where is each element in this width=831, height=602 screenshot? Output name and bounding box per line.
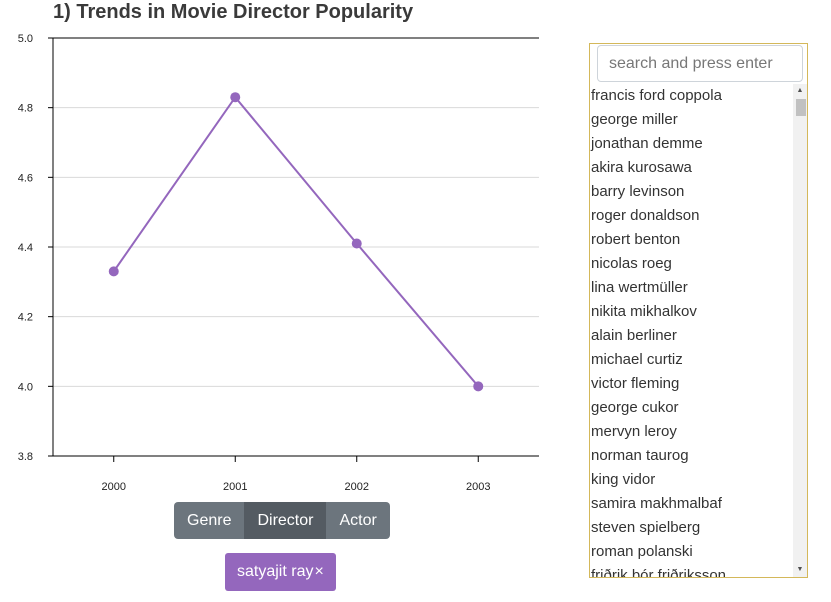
director-list-item[interactable]: robert benton	[591, 231, 681, 248]
director-list-item[interactable]: roger donaldson	[591, 207, 700, 224]
remove-tag-button[interactable]: ×	[314, 563, 324, 580]
director-list-item[interactable]: jonathan demme	[591, 135, 703, 152]
y-axis: 3.8 4.0 4.2 4.4 4.6 4.8 5.0	[18, 33, 539, 463]
x-tick-label: 2001	[223, 481, 247, 493]
data-point[interactable]	[473, 381, 484, 392]
x-axis: 2000 2001 2002 2003	[53, 455, 539, 493]
director-panel: francis ford coppola george miller jonatha…	[589, 43, 808, 578]
director-list-item[interactable]: michael curtiz	[591, 351, 683, 368]
selected-director-label: satyajit ray	[237, 563, 314, 580]
y-tick-label: 5.0	[18, 33, 33, 45]
director-list-item[interactable]: francis ford coppola	[591, 87, 722, 104]
series-line	[112, 95, 480, 387]
y-tick-label: 4.6	[18, 172, 33, 184]
x-tick-label: 2002	[345, 481, 369, 493]
toggle-genre-button[interactable]: Genre	[174, 502, 245, 539]
toggle-actor-button[interactable]: Actor	[326, 502, 390, 539]
y-tick-label: 4.2	[18, 312, 33, 324]
scroll-up-icon[interactable]: ▲	[796, 87, 804, 94]
y-tick-label: 3.8	[18, 451, 33, 463]
chart-gridlines	[53, 37, 539, 457]
page-title: 1) Trends in Movie Director Popularity	[53, 1, 414, 23]
director-list-item[interactable]: barry levinson	[591, 183, 685, 200]
line-chart: 3.8 4.0 4.2 4.4 4.6 4.8 5.0 2000 2001 2002 2003	[18, 33, 539, 493]
director-list-item[interactable]: mervyn leroy	[591, 423, 677, 440]
director-list-item[interactable]: alain berliner	[591, 327, 677, 344]
selected-director-tag: satyajit ray×	[225, 553, 336, 591]
y-tick-label: 4.8	[18, 103, 33, 115]
director-list-item[interactable]: george cukor	[591, 399, 679, 416]
director-list: francis ford coppola george miller jonatha…	[590, 84, 792, 577]
y-tick-label: 4.4	[18, 242, 33, 254]
scroll-down-icon[interactable]: ▼	[796, 566, 804, 573]
director-list-item[interactable]: steven spielberg	[591, 519, 701, 536]
scroll-thumb[interactable]	[796, 99, 806, 116]
director-list-item[interactable]: samira makhmalbaf	[591, 495, 722, 512]
series-points	[108, 92, 484, 392]
x-tick-label: 2000	[102, 481, 126, 493]
director-list-item[interactable]: roman polanski	[591, 543, 693, 560]
toggle-director-button[interactable]: Director	[244, 502, 327, 539]
director-list-item[interactable]: victor fleming	[591, 375, 680, 392]
data-point[interactable]	[351, 238, 362, 249]
director-list-item[interactable]: friðrik þór friðriksson	[591, 567, 727, 577]
director-list-item[interactable]: nikita mikhalkov	[591, 303, 697, 320]
scrollbar[interactable]: ▲ ▼	[793, 84, 807, 577]
director-list-item[interactable]: george miller	[591, 111, 678, 128]
y-tick-label: 4.0	[18, 381, 33, 393]
x-tick-label: 2003	[466, 481, 490, 493]
data-point[interactable]	[108, 266, 119, 277]
director-list-item[interactable]: akira kurosawa	[591, 159, 692, 176]
category-toggle: Genre Director Actor	[174, 502, 390, 539]
director-list-item[interactable]: norman taurog	[591, 447, 689, 464]
director-list-item[interactable]: king vidor	[591, 471, 656, 488]
director-list-item[interactable]: lina wertmüller	[591, 279, 688, 296]
search-input[interactable]	[597, 45, 803, 82]
director-list-item[interactable]: nicolas roeg	[591, 255, 672, 272]
data-point[interactable]	[230, 92, 241, 103]
